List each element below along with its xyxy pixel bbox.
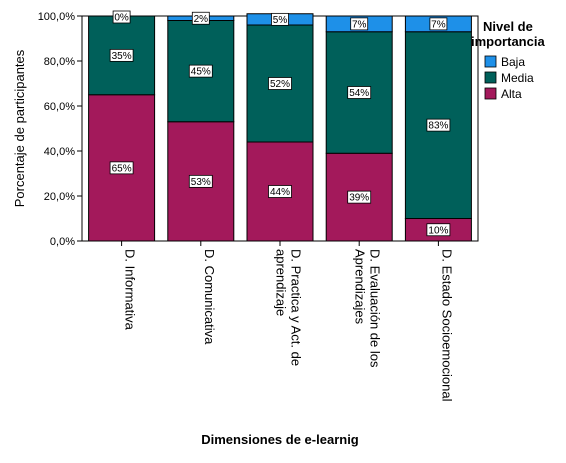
x-category-label-line: aprendizaje [274, 249, 289, 316]
data-label-box [347, 190, 372, 204]
data-label-box [271, 12, 289, 26]
x-category-label-line: D. Comunicativa [202, 249, 217, 345]
y-tick-label: 0,0% [50, 236, 75, 248]
data-label-box [426, 118, 451, 132]
data-label-box [191, 11, 210, 25]
data-label: 45% [191, 67, 211, 78]
data-label: 5% [273, 15, 288, 26]
data-label-box [268, 185, 292, 198]
legend-label: Baja [501, 55, 525, 69]
data-label: 39% [349, 193, 369, 204]
legend-title: Nivel de [483, 19, 533, 34]
data-label: 7% [352, 19, 367, 30]
legend-swatch-media [484, 71, 497, 84]
legend-title: importancia [471, 34, 545, 49]
data-label: 65% [112, 163, 132, 174]
x-category-label-line: D. Evaluación de los [368, 249, 383, 368]
y-tick-label: 20,0% [44, 191, 75, 203]
y-tick-label: 100,0% [38, 11, 76, 23]
data-label-box [188, 64, 213, 78]
data-label-box [188, 174, 213, 188]
legend-swatch-alta [484, 87, 497, 100]
legend-label: Alta [501, 87, 522, 101]
x-category-label-line: Aprendizajes [353, 249, 368, 325]
x-category-label: D. Informativa [123, 249, 138, 331]
x-category-label-line: D. Estado Socioemocional [439, 249, 454, 402]
data-label: 35% [112, 51, 132, 62]
data-label-box [109, 48, 134, 62]
x-category-label-line: D. Informativa [123, 249, 138, 331]
y-tick-label: 60,0% [44, 101, 75, 113]
data-label-box [350, 17, 369, 31]
data-label: 2% [194, 14, 209, 25]
data-label: 44% [270, 187, 290, 198]
x-axis-title: Dimensiones de e-learnig [201, 432, 359, 447]
data-label: 53% [191, 177, 211, 188]
data-label-box [347, 86, 372, 99]
data-label: 52% [270, 79, 290, 90]
data-label: 83% [428, 121, 448, 132]
data-label-box [268, 77, 292, 90]
data-label-box [109, 161, 134, 175]
y-tick-label: 40,0% [44, 146, 75, 158]
legend-swatch-baja [484, 55, 497, 68]
data-label: 10% [428, 225, 448, 236]
y-axis-title: Porcentaje de participantes [12, 49, 27, 207]
y-tick-label: 80,0% [44, 56, 75, 68]
data-label-box [426, 223, 451, 237]
data-label-box [429, 17, 448, 31]
legend-label: Media [501, 71, 534, 85]
x-category-label-line: D. Practica y Act. de [289, 249, 304, 366]
data-label: 0% [114, 13, 129, 24]
data-label: 7% [431, 19, 446, 30]
data-label: 54% [349, 88, 369, 99]
x-category-label: D. Estado Socioemocional [439, 249, 454, 402]
x-category-label: D. Comunicativa [202, 249, 217, 345]
data-label-box [112, 10, 131, 24]
